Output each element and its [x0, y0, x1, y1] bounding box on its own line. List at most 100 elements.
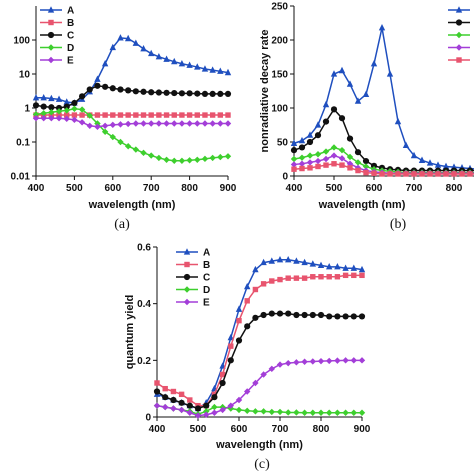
data-point [290, 161, 298, 168]
data-point [301, 275, 308, 281]
data-point [125, 87, 132, 94]
series-b [33, 112, 231, 118]
data-point [244, 407, 251, 414]
data-point [55, 108, 63, 115]
data-point [163, 120, 170, 127]
y-tick-label: 150 [271, 70, 288, 81]
data-point [358, 357, 366, 364]
data-point [170, 405, 177, 412]
data-point [334, 274, 341, 280]
data-point [48, 104, 55, 111]
data-point [203, 411, 210, 418]
data-point [326, 274, 332, 280]
data-point [358, 265, 366, 273]
data-point [71, 116, 78, 123]
series-d [32, 105, 232, 164]
x-tick-label: 700 [143, 183, 160, 194]
data-point [132, 88, 139, 95]
data-point [362, 163, 370, 170]
data-point [459, 171, 465, 177]
data-point [362, 90, 370, 97]
legend-marker [48, 19, 54, 26]
series-line [156, 259, 363, 410]
data-point [276, 408, 284, 416]
data-point [109, 43, 116, 51]
legend-entry: C [40, 31, 74, 42]
data-point [117, 34, 124, 41]
data-point [194, 405, 202, 412]
data-point [260, 371, 267, 378]
series-e [153, 357, 366, 419]
data-point [178, 157, 186, 164]
plot-area [153, 255, 366, 419]
data-point [362, 157, 370, 165]
data-point [443, 171, 449, 177]
data-point [317, 409, 325, 416]
data-point [148, 152, 155, 159]
data-point [63, 103, 70, 110]
y-tick-label: 250 [271, 2, 288, 13]
panel-caption: (a) [114, 217, 130, 232]
x-tick-label: 800 [446, 183, 463, 194]
data-point [203, 402, 210, 409]
data-point [203, 408, 210, 415]
data-point [71, 99, 78, 107]
y-tick-label: 100 [13, 36, 30, 47]
data-point [442, 162, 450, 170]
data-point [342, 313, 349, 320]
data-point [224, 68, 232, 76]
data-point [78, 106, 86, 113]
data-point [293, 311, 300, 319]
legend-marker [455, 19, 463, 26]
data-point [350, 313, 357, 320]
data-point [293, 257, 300, 264]
y-axis-label: nonradiative decay rate [259, 30, 271, 153]
legend-entry: B [176, 260, 210, 271]
data-point [354, 159, 362, 166]
data-point [211, 403, 218, 411]
data-point [435, 171, 441, 177]
data-point [48, 109, 55, 116]
legend-label: D [203, 285, 210, 296]
data-point [55, 104, 63, 112]
y-tick-label: 10 [19, 70, 31, 81]
series-e [32, 115, 232, 130]
data-point [178, 391, 185, 398]
data-point [314, 157, 322, 165]
legend-label: C [203, 273, 210, 284]
data-point [235, 337, 243, 344]
data-point [209, 120, 216, 127]
y-tick-label: 1 [24, 104, 30, 115]
data-point [330, 152, 338, 159]
series-line [293, 27, 474, 170]
data-point [402, 141, 410, 148]
data-point [186, 90, 193, 97]
data-point [155, 154, 163, 162]
data-point [350, 264, 357, 271]
data-point [310, 274, 316, 280]
series-line [156, 274, 362, 407]
data-point [306, 138, 314, 146]
data-point [276, 310, 284, 317]
data-point [252, 379, 259, 387]
data-point [260, 408, 267, 415]
x-axis-label: wavelength (nm) [88, 199, 176, 211]
legend-entry: E [176, 298, 210, 309]
data-point [346, 80, 354, 87]
legend-entry [448, 31, 470, 39]
data-point [306, 152, 314, 159]
data-point [86, 112, 93, 119]
data-point [358, 409, 366, 416]
data-point [317, 357, 325, 365]
data-point [338, 66, 346, 74]
data-point [186, 61, 193, 68]
data-point [171, 57, 178, 65]
data-point [358, 313, 366, 320]
data-point [315, 163, 321, 170]
data-point [354, 164, 362, 172]
data-point [426, 159, 434, 166]
data-point [179, 112, 185, 118]
x-tick-label: 800 [181, 183, 198, 194]
data-point [260, 281, 267, 287]
